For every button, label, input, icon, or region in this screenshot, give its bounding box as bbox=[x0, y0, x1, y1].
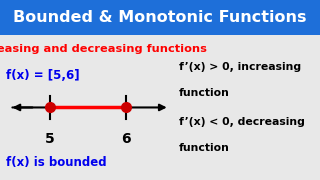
Text: f(x) is bounded: f(x) is bounded bbox=[6, 156, 107, 169]
Text: 6: 6 bbox=[122, 132, 131, 146]
Text: f’(x) > 0, increasing: f’(x) > 0, increasing bbox=[179, 62, 301, 72]
Text: Bounded & Monotonic Functions: Bounded & Monotonic Functions bbox=[13, 10, 307, 25]
Text: f(x) = [5,6]: f(x) = [5,6] bbox=[6, 69, 80, 82]
Text: Increasing and decreasing functions: Increasing and decreasing functions bbox=[0, 44, 207, 54]
Text: f’(x) < 0, decreasing: f’(x) < 0, decreasing bbox=[179, 117, 305, 127]
Text: function: function bbox=[179, 88, 230, 98]
Text: function: function bbox=[179, 143, 230, 153]
Text: 5: 5 bbox=[45, 132, 54, 146]
